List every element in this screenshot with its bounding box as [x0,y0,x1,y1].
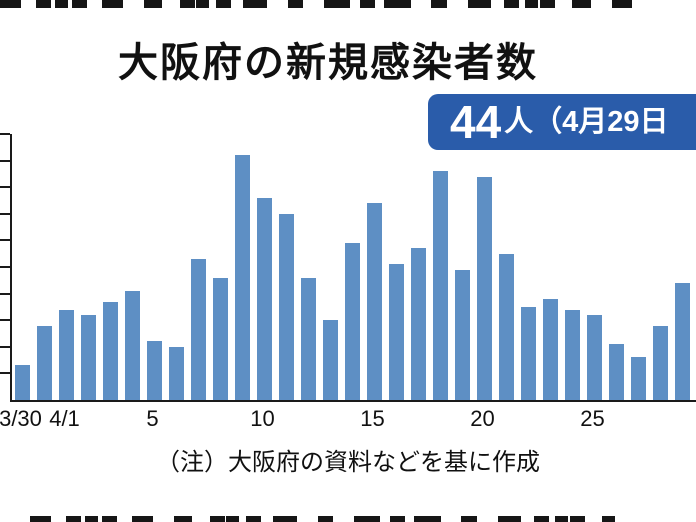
bar-4/15 [367,203,382,400]
y-tick-100 [0,133,10,135]
y-tick-50 [0,266,10,268]
bar-4/28 [653,325,668,400]
bar-4/23 [543,298,558,400]
y-tick-10 [0,372,10,375]
bar-4/16 [389,264,404,400]
x-tick-label-10: 10 [250,406,275,431]
bar-4/8 [213,277,228,400]
x-tick-label-3-30: 3/30 [0,406,42,431]
bar-4/9 [235,155,250,400]
bar-4/29 [675,282,690,400]
y-tick-40 [0,292,10,295]
bar-3/30 [15,365,30,400]
cropped-headline-top [0,0,640,8]
bar-4/21 [499,253,514,400]
bar-4/20 [477,176,492,400]
source-note: （注）大阪府の資料などを基に作成 [156,449,540,476]
bar-4/27 [631,357,646,400]
bar-4/26 [609,344,624,400]
cropped-headline-bottom [30,516,615,522]
bar-4/13 [323,320,338,400]
bar-chart-plot-area [0,133,696,402]
bar-4/24 [565,309,580,400]
bar-4/3 [103,301,118,400]
bar-4/4 [125,290,140,400]
y-tick-90 [0,159,10,162]
bar-4/10 [257,197,272,400]
x-tick-label-20: 20 [470,406,495,431]
latest-count: 44 [450,96,502,148]
bar-group [15,134,690,400]
bar-4/14 [345,243,360,400]
latest-date-label: 人（4月29日 [504,105,669,138]
bar-4/19 [455,269,470,400]
x-tick-label-15: 15 [360,406,385,431]
x-tick-label-4-1: 4/1 [49,406,80,431]
x-tick-label-5: 5 [146,406,159,431]
bar-4/25 [587,314,602,400]
bar-4/2 [81,314,96,400]
bar-4/18 [433,171,448,400]
y-tick-20 [0,345,10,348]
y-tick-60 [0,239,10,242]
x-tick-label-25: 25 [580,406,605,431]
y-tick-80 [0,186,10,189]
x-axis-labels: 3/30 4/1 5 10 15 20 25 [0,406,694,434]
bar-4/1 [59,309,74,400]
latest-value-badge: 44 人（4月29日 [428,94,696,150]
bar-4/6 [169,346,184,400]
bar-3/31 [37,325,52,400]
chart-title: 大阪府の新規感染者数 [118,41,538,85]
y-tick-30 [0,319,10,322]
bar-4/22 [521,306,536,400]
bar-4/17 [411,248,426,400]
bar-4/7 [191,259,206,400]
y-tick-70 [0,212,10,215]
bar-4/12 [301,277,316,400]
bar-4/5 [147,341,162,400]
bar-4/11 [279,213,294,400]
